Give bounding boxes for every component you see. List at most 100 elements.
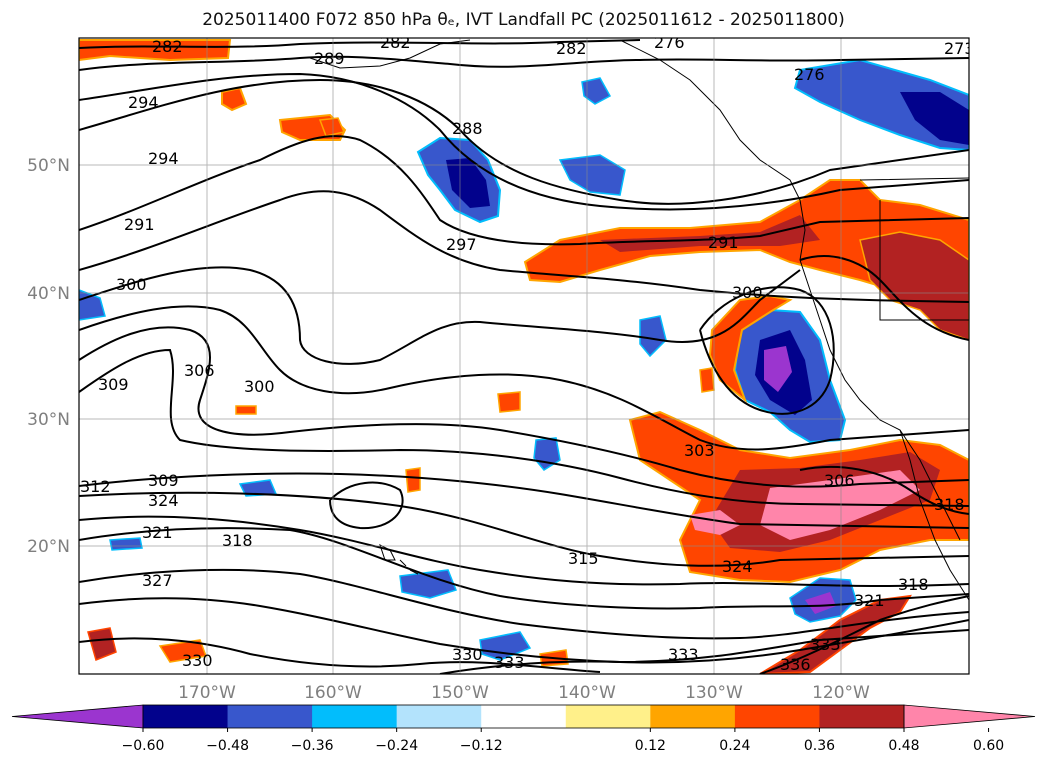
- contour-303: [79, 305, 969, 451]
- colorbar-segment: [650, 705, 736, 728]
- colorbar-tick-label: 0.36: [804, 738, 835, 754]
- shade-blue-gulf-core: [446, 158, 490, 208]
- contour-label: 309: [98, 375, 129, 394]
- lat-tick-label: 50°N: [27, 156, 70, 176]
- contour-333: [439, 619, 969, 674]
- shade-nw4: [318, 117, 346, 137]
- contour-294: [79, 72, 969, 211]
- colorbar-segment: [396, 705, 482, 728]
- contour-318: [79, 515, 969, 587]
- coast-mexico: [899, 429, 969, 601]
- lat-tick-label: 30°N: [27, 410, 70, 430]
- contour-label: 330: [452, 645, 483, 664]
- contour-label: 276: [794, 65, 825, 84]
- colorbar-tick-label: 0.60: [973, 738, 1004, 754]
- coast-borders: [859, 177, 969, 321]
- map-frame: [78, 37, 970, 675]
- contour-label: 306: [824, 471, 855, 490]
- longitude-labels: 170°W 160°W 150°W 140°W 130°W 120°W: [178, 683, 870, 703]
- contour-300: [79, 266, 801, 365]
- contour-label: 333: [494, 653, 525, 672]
- colorbar-segment: [227, 705, 313, 728]
- contour-label: 300: [116, 275, 147, 294]
- lat-tick-label: 40°N: [27, 284, 70, 304]
- contour-label: 297: [446, 235, 477, 254]
- contour-label: 294: [148, 149, 179, 168]
- colorbar-tick-label: −0.60: [122, 738, 165, 754]
- map-title: 2025011400 F072 850 hPa θₑ, IVT Landfall…: [202, 10, 845, 30]
- contour-label: 318: [934, 495, 965, 514]
- contour-label: 291: [124, 215, 155, 234]
- colorbar-tick-label: −0.48: [206, 738, 249, 754]
- contour-label: 333: [668, 645, 699, 664]
- contour-label: 282: [556, 39, 587, 58]
- contour-labels: 282 289 282 282 276 276 273 294 288 294 …: [80, 33, 975, 674]
- contour-label: 291: [708, 233, 739, 252]
- contour-extra-4: [329, 481, 404, 530]
- contour-label: 282: [380, 33, 411, 52]
- colorbar-frame: [142, 704, 905, 729]
- shade-nw: [79, 39, 232, 62]
- contour-label: 288: [452, 119, 483, 138]
- lat-tick-label: 20°N: [27, 537, 70, 557]
- colorbar-segment: [481, 705, 567, 728]
- contour-label: 321: [854, 591, 885, 610]
- contour-label: 282: [152, 37, 183, 56]
- colorbar-tick-label: −0.12: [460, 738, 503, 754]
- colorbar-tick-label: −0.36: [291, 738, 334, 754]
- contour-label: 324: [148, 491, 179, 510]
- contour-label: 312: [80, 477, 111, 496]
- colorbar-segment: [565, 705, 651, 728]
- contour-309: [79, 348, 969, 507]
- shade-blob-13: [699, 367, 715, 393]
- shade-blob-12: [109, 537, 143, 551]
- shade-blob-11: [497, 391, 521, 413]
- contour-324: [79, 568, 969, 640]
- contour-label: 300: [244, 377, 275, 396]
- colorbar-tick-label: 0.12: [635, 738, 666, 754]
- contour-282: [79, 39, 641, 49]
- contour-label: 300: [732, 283, 763, 302]
- colorbar-extend-low: [11, 704, 144, 729]
- colorbar-segment: [143, 705, 229, 728]
- shade-blob-1: [639, 315, 667, 358]
- lon-tick-label: 130°W: [685, 683, 743, 703]
- contour-label: 336: [780, 655, 811, 674]
- contour-label: 321: [142, 523, 173, 542]
- lon-tick-label: 160°W: [304, 683, 362, 703]
- colorbar: −0.60 −0.48 −0.36 −0.24 −0.12 0.12 0.24 0.36 0.4…: [11, 704, 1036, 754]
- shade-purple-se: [805, 592, 836, 614]
- contour-327: [79, 597, 969, 664]
- lon-tick-label: 170°W: [178, 683, 236, 703]
- contour-321: [79, 527, 969, 610]
- contour-291: [79, 135, 969, 246]
- contour-label: 309: [148, 471, 179, 490]
- contour-306: [79, 326, 969, 488]
- contour-312: [79, 472, 969, 529]
- contour-label: 333: [810, 635, 841, 654]
- lon-tick-label: 150°W: [431, 683, 489, 703]
- latitude-labels: 50°N 40°N 30°N 20°N: [27, 156, 70, 557]
- lon-tick-label: 140°W: [558, 683, 616, 703]
- shade-blue-nn: [581, 77, 612, 105]
- contour-label: 318: [898, 575, 929, 594]
- contour-label: 289: [314, 49, 345, 68]
- contour-336: [759, 595, 969, 674]
- shade-purple-cal: [764, 346, 792, 392]
- contour-297: [79, 190, 969, 303]
- contour-extra-1: [699, 286, 835, 415]
- contour-label: 327: [142, 571, 173, 590]
- colorbar-segment: [819, 705, 905, 728]
- contour-label: 330: [182, 651, 213, 670]
- shade-blob-4: [399, 569, 457, 599]
- colorbar-extend-high: [903, 704, 1036, 729]
- contour-285: [79, 55, 969, 71]
- contour-315: [79, 491, 969, 567]
- shade-se-red: [759, 594, 912, 674]
- colorbar-segment: [312, 705, 398, 728]
- colorbar-tick-label: 0.24: [719, 738, 750, 754]
- contour-label: 273: [944, 39, 975, 58]
- theta-e-contours: [79, 39, 969, 674]
- contour-label: 318: [222, 531, 253, 550]
